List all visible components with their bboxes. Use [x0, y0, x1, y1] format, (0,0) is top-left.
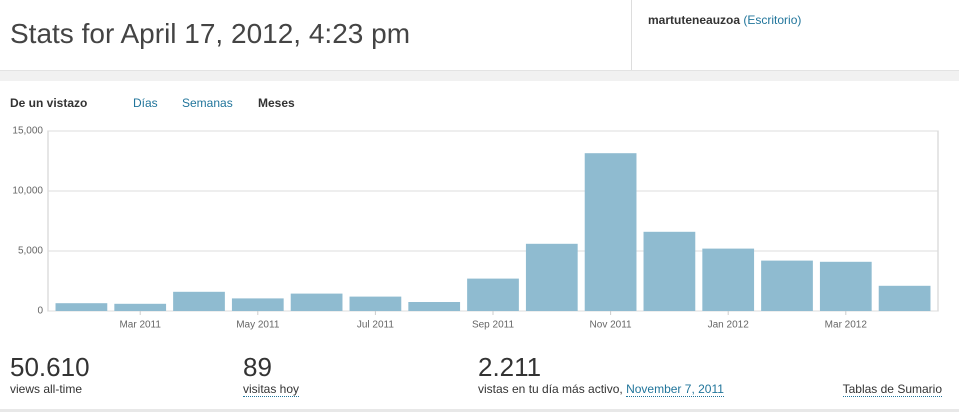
y-tick-label: 10,000	[12, 186, 43, 197]
tab[interactable]: Días	[133, 96, 158, 110]
bar	[819, 261, 872, 311]
stat-value: 50.610	[10, 352, 90, 382]
summary-link[interactable]: Tablas de Sumario	[842, 382, 942, 397]
y-tick-label: 5,000	[18, 246, 43, 257]
stat-label[interactable]: visitas hoy	[243, 382, 300, 397]
y-tick-label: 0	[37, 306, 43, 317]
stat-value: 2.211	[478, 352, 542, 382]
bar	[467, 278, 519, 311]
user-name: martuteneauzoa	[648, 13, 741, 27]
x-tick-label: Mar 2011	[119, 320, 161, 331]
bar	[643, 231, 696, 311]
bar	[290, 293, 343, 311]
stat-label: views all-time	[10, 382, 83, 396]
bar	[525, 243, 578, 311]
stat-link[interactable]: November 7, 2011	[626, 382, 724, 397]
bar	[878, 285, 931, 311]
x-tick-label: Mar 2012	[825, 320, 868, 331]
bar	[584, 153, 637, 311]
y-tick-label: 15,000	[12, 126, 43, 137]
x-tick-label: May 2011	[236, 320, 280, 331]
x-tick-label: Jan 2012	[708, 320, 750, 331]
stat-value: 89	[243, 352, 272, 382]
bar	[761, 260, 813, 311]
bar	[408, 302, 461, 311]
user-link[interactable]: (Escritorio)	[743, 13, 802, 27]
bar	[702, 248, 755, 311]
tab[interactable]: Semanas	[182, 96, 233, 110]
x-tick-label: Nov 2011	[590, 320, 633, 331]
bar	[173, 291, 225, 311]
bar	[231, 298, 284, 311]
bar	[55, 303, 108, 311]
user-panel: martuteneauzoa (Escritorio)	[631, 0, 959, 70]
tab[interactable]: Meses	[258, 96, 295, 110]
stat-label: vistas en tu día más activo,	[478, 382, 623, 396]
tab[interactable]: De un vistazo	[10, 96, 88, 110]
page-title: Stats for April 17, 2012, 4:23 pm	[10, 18, 411, 49]
bar	[349, 296, 402, 311]
x-tick-label: Jul 2011	[357, 320, 395, 331]
bottom-border	[0, 409, 959, 412]
divider-band	[0, 70, 959, 81]
x-tick-label: Sep 2011	[472, 320, 515, 331]
bar	[114, 303, 167, 311]
